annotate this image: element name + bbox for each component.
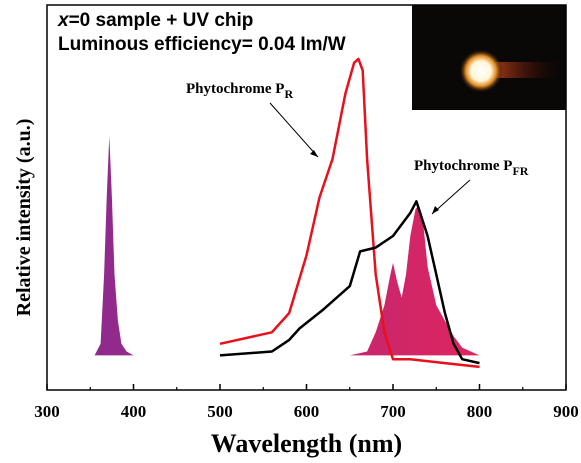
- x-tick-label: 500: [207, 402, 233, 421]
- x-tick-label: 300: [34, 402, 60, 421]
- arrow: [270, 103, 318, 157]
- arrow-head: [310, 150, 318, 157]
- x-tick-label: 400: [121, 402, 147, 421]
- arrow-head: [432, 206, 439, 214]
- annotation-subscript: FR: [512, 164, 528, 178]
- title-text: Luminous efficiency= 0.04 Im/W: [58, 34, 346, 55]
- title-line: x=0 sample + UV chip: [57, 10, 253, 31]
- x-tick-label: 700: [380, 402, 406, 421]
- annotation: Phytochrome PFR: [414, 158, 529, 178]
- y-axis-label: Relative intensity (a.u.): [13, 119, 35, 317]
- annotation: Phytochrome PR: [186, 81, 293, 101]
- x-tick-label: 600: [294, 402, 320, 421]
- title-line: Luminous efficiency= 0.04 Im/W: [58, 34, 346, 55]
- annotation-text: Phytochrome P: [414, 158, 512, 174]
- inset-photo: [412, 5, 566, 110]
- title-text: =0 sample + UV chip: [69, 10, 254, 31]
- x-axis-label: Wavelength (nm): [211, 429, 402, 458]
- annotation-text: Phytochrome P: [186, 81, 284, 97]
- annotation-subscript: R: [284, 87, 293, 101]
- chart: 300 400 500 600 700 800 900 Wavelength (nm) Rela…: [0, 0, 581, 463]
- x-tick-label: 800: [467, 402, 493, 421]
- x-tick-label: 900: [553, 402, 579, 421]
